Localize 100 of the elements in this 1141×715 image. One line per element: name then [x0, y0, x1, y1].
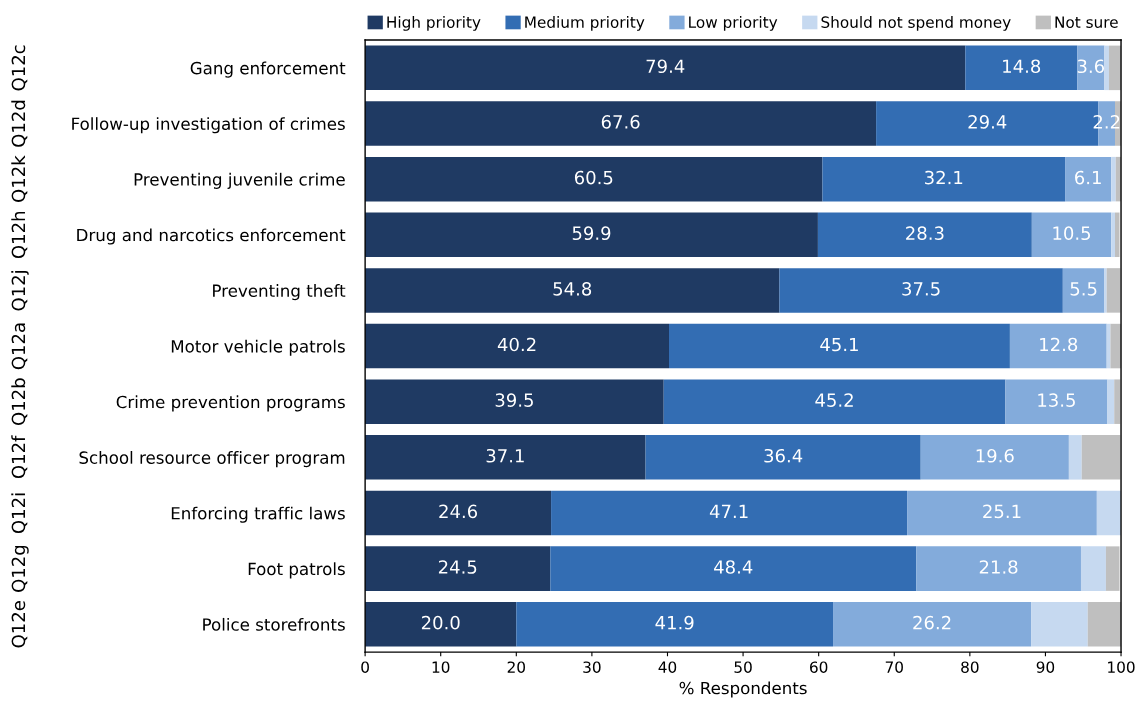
- bar: [1005, 379, 1108, 424]
- text: Q12e: [11, 601, 28, 648]
- x-tick-label: 100: [1108, 661, 1135, 673]
- text: Q12c: [11, 45, 28, 91]
- bar: [365, 156, 823, 202]
- text: Q12a: [11, 323, 28, 370]
- text: Q12f: [11, 435, 28, 479]
- y-tick-label: School resource officer program: [79, 451, 345, 468]
- bar: [920, 435, 1069, 480]
- data-label: 54.8: [553, 282, 592, 296]
- bar: [663, 379, 1006, 424]
- y-tick-label: Gang enforcement: [190, 61, 346, 78]
- legend-label: Low priority: [689, 16, 778, 31]
- x-tick-label: 30: [583, 661, 601, 673]
- bar: [817, 212, 1032, 258]
- y-tick-label: Foot patrols: [248, 562, 345, 579]
- data-label: 25.1: [983, 504, 1021, 519]
- data-label: 79.4: [646, 59, 685, 74]
- data-label: 40.2: [497, 337, 536, 352]
- y-tick-label: Crime prevention programs: [116, 395, 345, 412]
- bar: [1114, 379, 1121, 424]
- bar: [1062, 268, 1105, 313]
- bar: [1110, 323, 1122, 369]
- y-tick-label: Drug and narcotics enforcement: [77, 228, 346, 245]
- x-tick-label: 80: [961, 661, 979, 673]
- data-label: 41.9: [655, 615, 694, 630]
- bar: [669, 323, 1010, 369]
- text: Q12i: [11, 493, 28, 534]
- data-label: 37.5: [902, 282, 940, 296]
- data-label: 12.8: [1040, 337, 1078, 352]
- y-tick-label: Motor vehicle patrols: [171, 339, 345, 356]
- bar: [365, 546, 551, 591]
- bar: [1068, 435, 1082, 480]
- text: Q12h: [11, 212, 28, 259]
- data-label: 45.2: [815, 393, 853, 407]
- text: Q12g: [11, 545, 29, 592]
- x-tick-label: 40: [658, 661, 677, 673]
- data-label: 6.1: [1075, 170, 1101, 185]
- bar: [1111, 156, 1116, 202]
- data-label: 14.8: [1003, 59, 1041, 74]
- bar: [365, 490, 552, 536]
- data-label: 26.2: [913, 615, 951, 630]
- bar: [365, 101, 877, 146]
- legend-label: Not sure: [1055, 16, 1118, 28]
- x-tick-label: 10: [432, 661, 450, 673]
- data-label: 45.1: [820, 337, 858, 352]
- data-label: 3.6: [1077, 59, 1105, 74]
- bar: [365, 602, 517, 647]
- text: Q12d: [11, 100, 28, 147]
- x-tick-label: 70: [885, 661, 903, 673]
- bar: [645, 435, 921, 480]
- y-tick-label: Preventing theft: [213, 284, 346, 301]
- bar: [1081, 435, 1121, 480]
- data-label: 13.5: [1038, 393, 1075, 407]
- bar: [779, 268, 1063, 313]
- bar: [965, 45, 1078, 91]
- bar: [551, 490, 908, 536]
- bar: [822, 156, 1066, 202]
- bar: [1111, 212, 1115, 258]
- bar: [365, 212, 818, 258]
- data-label: 36.4: [764, 448, 803, 463]
- bar: [365, 435, 646, 480]
- text: Q12j: [11, 271, 29, 311]
- x-axis-title: % Respondents: [679, 681, 807, 698]
- bar: [1107, 379, 1115, 424]
- data-label: 37.1: [486, 448, 524, 463]
- y-tick-label: Enforcing traffic laws: [171, 506, 345, 523]
- bar: [1031, 212, 1112, 258]
- data-label: 48.4: [714, 560, 753, 574]
- bar: [833, 602, 1032, 647]
- bar: [1104, 45, 1109, 91]
- data-label: 59.9: [572, 226, 611, 241]
- data-label: 20.0: [421, 615, 460, 630]
- data-label: 24.5: [438, 560, 477, 574]
- bar: [1096, 490, 1122, 536]
- data-label: 24.6: [439, 504, 478, 519]
- bar: [1087, 602, 1122, 647]
- data-label: 67.6: [601, 115, 640, 129]
- y-tick-label: Follow-up investigation of crimes: [72, 117, 345, 134]
- bar: [916, 546, 1081, 591]
- data-label: 29.4: [968, 115, 1007, 129]
- bar: [1080, 546, 1106, 591]
- bar: [1106, 268, 1121, 313]
- data-label: 21.8: [979, 560, 1018, 574]
- data-label: 28.3: [906, 226, 944, 241]
- bar: [1031, 602, 1088, 647]
- data-label: 39.5: [495, 393, 533, 407]
- data-label: 19.6: [976, 448, 1014, 463]
- legend-label: Should not spend money: [821, 16, 1011, 31]
- data-label: 10.5: [1053, 226, 1091, 241]
- x-tick-label: 90: [1036, 661, 1055, 673]
- bar: [365, 45, 966, 91]
- bar: [1065, 156, 1112, 202]
- bar: [1009, 323, 1107, 369]
- bar: [365, 268, 780, 313]
- bar: [365, 379, 664, 424]
- y-tick-label: Police storefronts: [203, 617, 345, 631]
- x-tick-label: 20: [507, 661, 526, 673]
- y-tick-label: Preventing juvenile crime: [134, 172, 345, 189]
- x-tick-label: 0: [361, 661, 369, 673]
